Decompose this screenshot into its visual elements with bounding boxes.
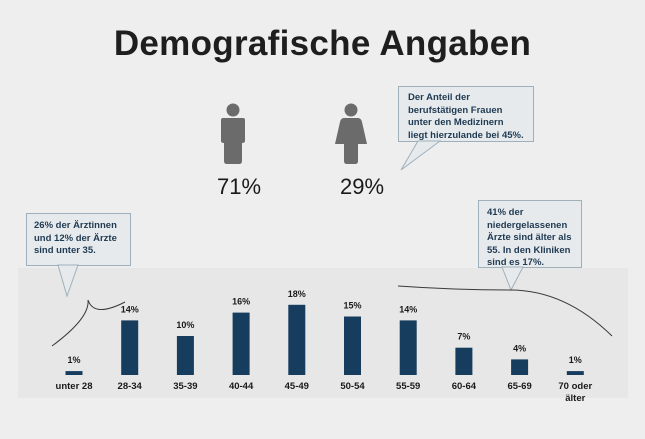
value-label-7: 7% (457, 332, 470, 342)
female-percent: 29% (339, 174, 385, 199)
bar-6 (399, 320, 417, 375)
category-label-2: 35-39 (173, 381, 197, 392)
bar-5 (344, 316, 361, 375)
chart-background (18, 268, 628, 398)
male-person-icon (221, 103, 245, 164)
category-label-5: 50-54 (340, 381, 365, 392)
value-label-9: 1% (569, 355, 582, 365)
value-label-5: 15% (343, 301, 361, 311)
value-label-0: 1% (67, 355, 80, 365)
bar-1 (121, 320, 139, 375)
category-label-7: 60-64 (452, 381, 477, 392)
category-label-9: 70 oder älter (558, 381, 592, 404)
value-label-3: 16% (232, 297, 250, 307)
callout-female-share-pointer (400, 140, 442, 171)
page-title: Demografische Angaben (113, 24, 532, 63)
callout-over-55-pointer (501, 266, 524, 292)
callout-over-55: 41% der niedergelassenen Ärzte sind älte… (478, 200, 582, 268)
callout-under-35-pointer (57, 264, 79, 298)
female-person-icon (335, 103, 367, 164)
bar-3 (232, 312, 250, 375)
callout-female-share: Der Anteil der berufstätigen Frauen unte… (398, 86, 534, 142)
bar-9 (566, 371, 584, 375)
category-label-4: 45-49 (285, 381, 309, 392)
bar-4 (288, 304, 306, 375)
bracket-under-35 (51, 299, 126, 347)
callout-over-55-text: 41% der niedergelassenen Ärzte sind älte… (487, 207, 572, 268)
callout-under-35: 26% der Ärztinnen und 12% der Ärzte sind… (26, 213, 131, 266)
value-label-4: 18% (288, 289, 306, 299)
value-label-2: 10% (176, 320, 194, 330)
male-percent: 71% (216, 174, 262, 199)
bar-0 (65, 371, 83, 375)
bar-8 (511, 359, 529, 375)
category-label-6: 55-59 (396, 381, 420, 392)
category-label-3: 40-44 (229, 381, 254, 392)
bar-7 (455, 347, 473, 375)
callout-under-35-text: 26% der Ärztinnen und 12% der Ärzte sind… (34, 220, 117, 256)
bar-2 (176, 336, 194, 375)
category-label-8: 65-69 (507, 381, 531, 392)
value-label-6: 14% (399, 304, 417, 314)
category-label-0: unter 28 (56, 381, 93, 392)
callout-female-share-text: Der Anteil der berufstätigen Frauen unte… (408, 92, 524, 141)
value-label-8: 4% (513, 343, 526, 353)
value-label-1: 14% (121, 304, 139, 314)
category-label-1: 28-34 (118, 381, 143, 392)
bracket-over-55 (397, 285, 613, 337)
